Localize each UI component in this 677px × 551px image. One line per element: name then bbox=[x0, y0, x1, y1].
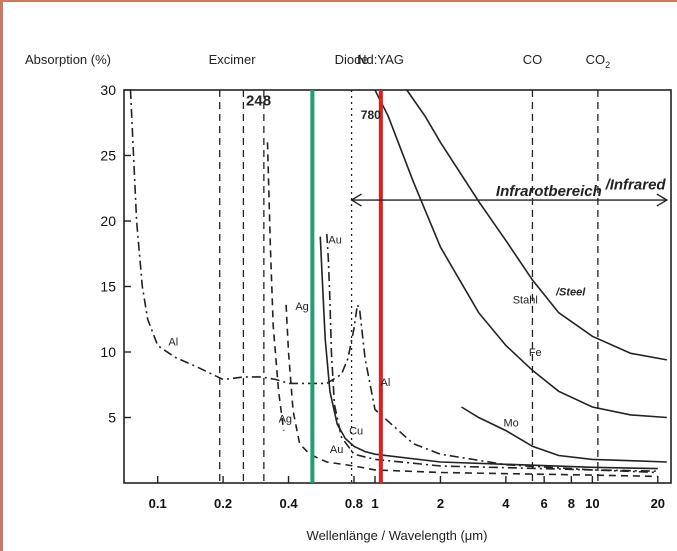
x-tick-label: 10 bbox=[585, 496, 599, 511]
plot-frame bbox=[123, 89, 672, 484]
annotation-label: 248 bbox=[246, 93, 271, 110]
x-tick-label: 20 bbox=[651, 496, 665, 511]
series-line bbox=[374, 89, 667, 419]
x-tick-label: 0.1 bbox=[149, 496, 167, 511]
infrared-arrow-head-right bbox=[656, 193, 669, 207]
annotation-label: Mo bbox=[503, 418, 518, 430]
laser-label: Nd:YAG bbox=[357, 52, 404, 67]
x-tick-label: 2 bbox=[437, 496, 444, 511]
laser-label: Diode bbox=[335, 52, 369, 67]
y-tick-label: 10 bbox=[100, 344, 116, 360]
infrared-arrow-head-left bbox=[350, 193, 362, 207]
series-line bbox=[319, 236, 658, 470]
absorption-chart: Absorption (%) Wellenlänge / Wavelength … bbox=[25, 52, 672, 543]
annotation-label: /Steel bbox=[555, 287, 586, 299]
annotation-label: Infrarotbereich bbox=[496, 183, 602, 200]
x-tick-label: 0.8 bbox=[345, 496, 363, 511]
annotation-label: Au bbox=[328, 234, 341, 246]
annotation-label: Fe bbox=[529, 347, 542, 359]
x-axis-label: Wellenlänge / Wavelength (μm) bbox=[307, 528, 488, 543]
x-tick-label: 8 bbox=[568, 496, 575, 511]
laser-label: CO2 bbox=[586, 52, 611, 70]
annotation-label: Ag bbox=[279, 414, 292, 426]
annotation-label: Ag bbox=[295, 301, 308, 313]
annotation-label: Al bbox=[168, 336, 178, 348]
series-line bbox=[461, 406, 667, 463]
laser-label: CO bbox=[523, 52, 543, 67]
y-tick-label: 5 bbox=[108, 410, 116, 426]
x-tick-label: 6 bbox=[541, 496, 548, 511]
y-tick-label: 20 bbox=[100, 213, 116, 229]
y-axis-label: Absorption (%) bbox=[25, 52, 111, 67]
annotation-label: Au bbox=[330, 444, 343, 456]
y-tick-label: 15 bbox=[100, 279, 116, 295]
series-line bbox=[326, 234, 658, 472]
laser-label: Excimer bbox=[209, 52, 257, 67]
x-tick-label: 0.4 bbox=[279, 496, 298, 511]
x-tick-label: 4 bbox=[502, 496, 510, 511]
annotation-label: Al bbox=[381, 377, 391, 389]
series-line bbox=[129, 89, 658, 474]
series-line bbox=[406, 89, 667, 361]
x-tick-label: 1 bbox=[371, 496, 378, 511]
series-line bbox=[266, 142, 285, 431]
series-line bbox=[285, 304, 658, 478]
x-tick-label: 0.2 bbox=[214, 496, 232, 511]
y-tick-label: 30 bbox=[100, 82, 116, 98]
annotation-label: Cu bbox=[349, 426, 363, 438]
annotation-label: /Infrared bbox=[605, 177, 667, 194]
y-tick-label: 25 bbox=[100, 148, 116, 164]
annotation-label: Stahl bbox=[513, 295, 538, 307]
annotation-label: 780 bbox=[361, 108, 381, 122]
